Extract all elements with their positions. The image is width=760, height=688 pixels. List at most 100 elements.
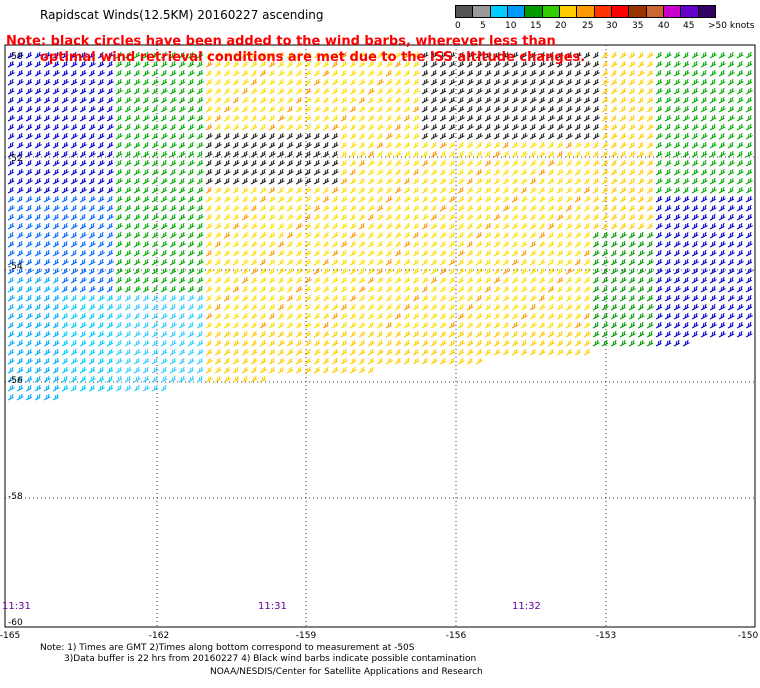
wind-barb (340, 105, 348, 113)
wind-barb (394, 132, 402, 140)
wind-barb (304, 69, 312, 77)
wind-barb (187, 96, 194, 104)
wind-barb (250, 213, 258, 221)
wind-barb (502, 186, 509, 194)
wind-barb (259, 231, 267, 239)
wind-barb (178, 285, 186, 293)
wind-barb (727, 240, 735, 248)
wind-barb (25, 285, 33, 293)
wind-barb (637, 330, 645, 338)
wind-barb (88, 321, 96, 329)
wind-barb (610, 87, 618, 95)
wind-barb (97, 69, 105, 77)
wind-barb (178, 231, 186, 239)
wind-barb (556, 141, 564, 149)
wind-barb (466, 249, 474, 257)
wind-barb (286, 150, 293, 158)
wind-barb (592, 123, 599, 131)
wind-barb (196, 366, 204, 374)
wind-barb (340, 312, 348, 320)
wind-barb (646, 213, 654, 221)
wind-barb (394, 348, 401, 356)
wind-barb (718, 222, 725, 230)
wind-barb (7, 213, 14, 221)
wind-barb (529, 123, 536, 131)
wind-barb (187, 123, 194, 131)
wind-barb (322, 303, 329, 311)
wind-barb (385, 231, 392, 239)
lat-label-60: -60 (8, 618, 23, 628)
wind-barb (529, 51, 537, 59)
wind-barb (538, 60, 546, 68)
wind-barb (232, 285, 240, 293)
wind-barb (133, 123, 141, 131)
wind-barb (106, 267, 113, 275)
wind-barb (79, 60, 86, 68)
wind-barb (169, 339, 177, 347)
wind-barb (502, 213, 509, 221)
wind-barb (7, 60, 15, 68)
wind-barb (610, 321, 617, 329)
wind-barb (322, 258, 329, 266)
wind-barb (88, 141, 96, 149)
wind-barb (79, 339, 87, 347)
wind-barb (655, 87, 663, 95)
wind-barb (88, 339, 95, 347)
wind-barb (700, 114, 707, 122)
wind-barb (322, 294, 330, 302)
wind-barb (88, 366, 96, 374)
wind-barb (493, 69, 500, 77)
wind-barb (709, 87, 717, 95)
wind-barb (691, 96, 699, 104)
wind-barb (169, 195, 176, 203)
wind-barb (367, 132, 375, 140)
wind-barb (619, 285, 626, 293)
wind-barb (133, 132, 140, 140)
wind-barb (682, 105, 690, 113)
wind-barb (646, 114, 654, 122)
wind-barb (214, 150, 221, 158)
wind-barb (61, 60, 68, 68)
wind-barb (484, 231, 492, 239)
wind-barb (502, 276, 509, 284)
wind-barb (646, 132, 653, 140)
wind-barb (664, 51, 672, 59)
wind-barb (214, 294, 222, 302)
wind-barb (637, 321, 644, 329)
wind-barb (412, 132, 420, 140)
wind-barb (16, 303, 24, 311)
wind-barb (484, 168, 491, 176)
wind-barb (79, 141, 87, 149)
lon-label-150: -150 (737, 631, 759, 641)
wind-barb (475, 51, 482, 59)
wind-barb (25, 294, 32, 302)
wind-barb (151, 87, 158, 95)
wind-barb (61, 96, 69, 104)
wind-barb (448, 195, 456, 203)
wind-barb (7, 159, 15, 167)
wind-barb (268, 249, 275, 257)
wind-barb (718, 321, 726, 329)
wind-barb (637, 105, 645, 113)
wind-barb (565, 105, 573, 113)
wind-barb (736, 96, 744, 104)
wind-barb (205, 294, 212, 302)
wind-barb (664, 141, 672, 149)
wind-barb (205, 96, 212, 104)
wind-barb (25, 213, 33, 221)
wind-barb (169, 285, 176, 293)
wind-barb (115, 105, 123, 113)
wind-barb (43, 321, 51, 329)
wind-barb (133, 249, 140, 257)
wind-barb (322, 321, 329, 329)
wind-barb (493, 177, 500, 185)
wind-barb (34, 312, 42, 320)
wind-barb (502, 69, 510, 77)
wind-barb (214, 159, 222, 167)
wind-barb (115, 384, 122, 392)
wind-barb (196, 195, 203, 203)
wind-barb (700, 204, 707, 212)
wind-barb (151, 114, 159, 122)
wind-barb (7, 384, 15, 392)
wind-barb (736, 159, 744, 167)
